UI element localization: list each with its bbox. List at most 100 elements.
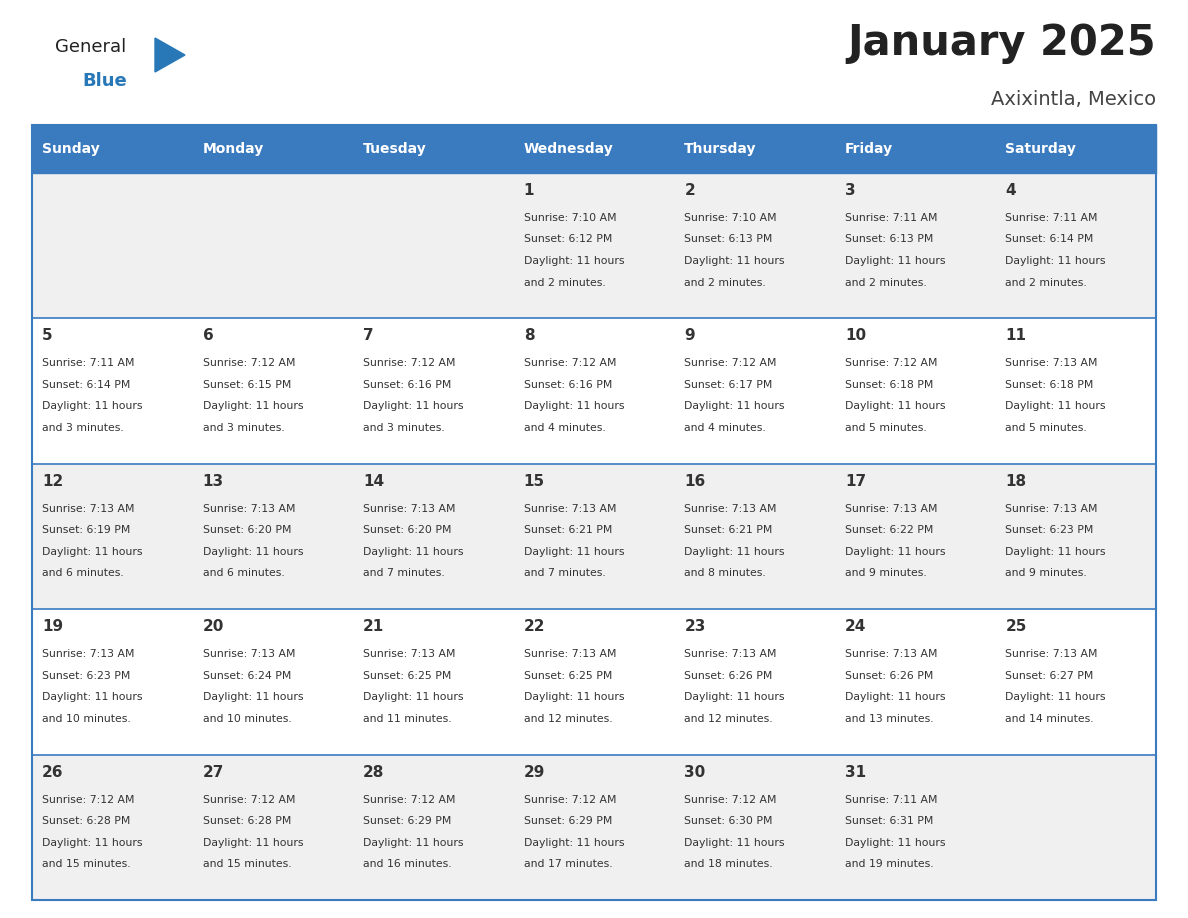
Text: Sunset: 6:17 PM: Sunset: 6:17 PM — [684, 380, 772, 390]
Text: Sunrise: 7:13 AM: Sunrise: 7:13 AM — [524, 649, 617, 659]
Text: and 3 minutes.: and 3 minutes. — [203, 423, 284, 433]
Bar — [32, 464, 1156, 610]
Text: Sunrise: 7:13 AM: Sunrise: 7:13 AM — [203, 504, 295, 514]
Text: Daylight: 11 hours: Daylight: 11 hours — [1005, 692, 1106, 702]
Text: and 14 minutes.: and 14 minutes. — [1005, 713, 1094, 723]
Text: 14: 14 — [364, 474, 384, 488]
Text: Sunrise: 7:13 AM: Sunrise: 7:13 AM — [524, 504, 617, 514]
Text: Daylight: 11 hours: Daylight: 11 hours — [364, 837, 463, 847]
Text: Sunrise: 7:12 AM: Sunrise: 7:12 AM — [684, 358, 777, 368]
Text: and 10 minutes.: and 10 minutes. — [203, 713, 291, 723]
Text: Sunset: 6:26 PM: Sunset: 6:26 PM — [684, 671, 772, 681]
Text: Daylight: 11 hours: Daylight: 11 hours — [845, 401, 946, 411]
Text: Daylight: 11 hours: Daylight: 11 hours — [684, 547, 785, 557]
Text: Blue: Blue — [82, 72, 127, 90]
Text: and 2 minutes.: and 2 minutes. — [684, 277, 766, 287]
Text: and 11 minutes.: and 11 minutes. — [364, 713, 451, 723]
Text: 5: 5 — [42, 329, 52, 343]
Text: 22: 22 — [524, 620, 545, 634]
Text: 12: 12 — [42, 474, 63, 488]
Text: 4: 4 — [1005, 183, 1016, 198]
Text: Sunset: 6:22 PM: Sunset: 6:22 PM — [845, 525, 934, 535]
Text: Daylight: 11 hours: Daylight: 11 hours — [1005, 256, 1106, 266]
Text: and 15 minutes.: and 15 minutes. — [42, 859, 131, 869]
Text: 25: 25 — [1005, 620, 1026, 634]
Text: and 3 minutes.: and 3 minutes. — [42, 423, 124, 433]
Text: Sunset: 6:21 PM: Sunset: 6:21 PM — [524, 525, 612, 535]
Text: and 16 minutes.: and 16 minutes. — [364, 859, 451, 869]
Text: Daylight: 11 hours: Daylight: 11 hours — [524, 256, 624, 266]
Text: 16: 16 — [684, 474, 706, 488]
Text: Wednesday: Wednesday — [524, 142, 613, 156]
Bar — [32, 173, 1156, 319]
Text: Sunrise: 7:11 AM: Sunrise: 7:11 AM — [845, 795, 937, 804]
Text: and 12 minutes.: and 12 minutes. — [684, 713, 773, 723]
Text: Axixintla, Mexico: Axixintla, Mexico — [991, 90, 1156, 109]
Text: 15: 15 — [524, 474, 545, 488]
Text: Daylight: 11 hours: Daylight: 11 hours — [845, 837, 946, 847]
Text: 24: 24 — [845, 620, 866, 634]
Text: Daylight: 11 hours: Daylight: 11 hours — [42, 692, 143, 702]
Text: 26: 26 — [42, 765, 63, 779]
Text: Sunset: 6:18 PM: Sunset: 6:18 PM — [845, 380, 934, 390]
Text: 18: 18 — [1005, 474, 1026, 488]
Text: and 12 minutes.: and 12 minutes. — [524, 713, 612, 723]
Text: Sunrise: 7:13 AM: Sunrise: 7:13 AM — [684, 504, 777, 514]
Text: Sunrise: 7:12 AM: Sunrise: 7:12 AM — [203, 358, 295, 368]
Text: Sunset: 6:18 PM: Sunset: 6:18 PM — [1005, 380, 1094, 390]
Text: Daylight: 11 hours: Daylight: 11 hours — [203, 547, 303, 557]
Text: Sunset: 6:12 PM: Sunset: 6:12 PM — [524, 234, 612, 244]
Text: Daylight: 11 hours: Daylight: 11 hours — [524, 401, 624, 411]
Text: Sunset: 6:16 PM: Sunset: 6:16 PM — [364, 380, 451, 390]
Text: and 5 minutes.: and 5 minutes. — [1005, 423, 1087, 433]
Text: Sunrise: 7:12 AM: Sunrise: 7:12 AM — [364, 358, 456, 368]
Text: Daylight: 11 hours: Daylight: 11 hours — [42, 547, 143, 557]
Polygon shape — [154, 38, 185, 72]
Text: 7: 7 — [364, 329, 374, 343]
Text: Sunrise: 7:10 AM: Sunrise: 7:10 AM — [684, 213, 777, 223]
Text: Sunset: 6:14 PM: Sunset: 6:14 PM — [42, 380, 131, 390]
Text: Sunset: 6:28 PM: Sunset: 6:28 PM — [42, 816, 131, 826]
Text: and 6 minutes.: and 6 minutes. — [42, 568, 124, 578]
Text: Sunrise: 7:13 AM: Sunrise: 7:13 AM — [364, 649, 456, 659]
Text: Daylight: 11 hours: Daylight: 11 hours — [1005, 547, 1106, 557]
Text: Sunset: 6:13 PM: Sunset: 6:13 PM — [845, 234, 934, 244]
Text: Daylight: 11 hours: Daylight: 11 hours — [684, 256, 785, 266]
Text: Sunset: 6:20 PM: Sunset: 6:20 PM — [364, 525, 451, 535]
Text: Daylight: 11 hours: Daylight: 11 hours — [524, 547, 624, 557]
Text: Sunrise: 7:13 AM: Sunrise: 7:13 AM — [364, 504, 456, 514]
Text: 31: 31 — [845, 765, 866, 779]
Text: Daylight: 11 hours: Daylight: 11 hours — [524, 837, 624, 847]
Text: Sunset: 6:28 PM: Sunset: 6:28 PM — [203, 816, 291, 826]
Text: Sunset: 6:31 PM: Sunset: 6:31 PM — [845, 816, 934, 826]
Text: Daylight: 11 hours: Daylight: 11 hours — [845, 547, 946, 557]
Bar — [32, 755, 1156, 900]
Bar — [32, 125, 1156, 173]
Text: 27: 27 — [203, 765, 225, 779]
Text: Sunrise: 7:13 AM: Sunrise: 7:13 AM — [42, 504, 134, 514]
Text: Daylight: 11 hours: Daylight: 11 hours — [203, 401, 303, 411]
Text: and 7 minutes.: and 7 minutes. — [524, 568, 606, 578]
Text: 28: 28 — [364, 765, 385, 779]
Text: Sunset: 6:20 PM: Sunset: 6:20 PM — [203, 525, 291, 535]
Text: Sunrise: 7:13 AM: Sunrise: 7:13 AM — [845, 504, 937, 514]
Text: Sunrise: 7:11 AM: Sunrise: 7:11 AM — [42, 358, 134, 368]
Text: Sunset: 6:14 PM: Sunset: 6:14 PM — [1005, 234, 1094, 244]
Text: 30: 30 — [684, 765, 706, 779]
Text: Sunset: 6:15 PM: Sunset: 6:15 PM — [203, 380, 291, 390]
Text: and 5 minutes.: and 5 minutes. — [845, 423, 927, 433]
Text: Daylight: 11 hours: Daylight: 11 hours — [42, 837, 143, 847]
Text: Daylight: 11 hours: Daylight: 11 hours — [42, 401, 143, 411]
Text: Sunrise: 7:12 AM: Sunrise: 7:12 AM — [684, 795, 777, 804]
Bar — [32, 125, 1156, 900]
Text: Sunset: 6:27 PM: Sunset: 6:27 PM — [1005, 671, 1094, 681]
Text: 11: 11 — [1005, 329, 1026, 343]
Text: Thursday: Thursday — [684, 142, 757, 156]
Text: Daylight: 11 hours: Daylight: 11 hours — [684, 692, 785, 702]
Text: Sunset: 6:19 PM: Sunset: 6:19 PM — [42, 525, 131, 535]
Text: Tuesday: Tuesday — [364, 142, 426, 156]
Text: Sunrise: 7:12 AM: Sunrise: 7:12 AM — [364, 795, 456, 804]
Text: Daylight: 11 hours: Daylight: 11 hours — [364, 401, 463, 411]
Text: Sunrise: 7:12 AM: Sunrise: 7:12 AM — [203, 795, 295, 804]
Text: Daylight: 11 hours: Daylight: 11 hours — [524, 692, 624, 702]
